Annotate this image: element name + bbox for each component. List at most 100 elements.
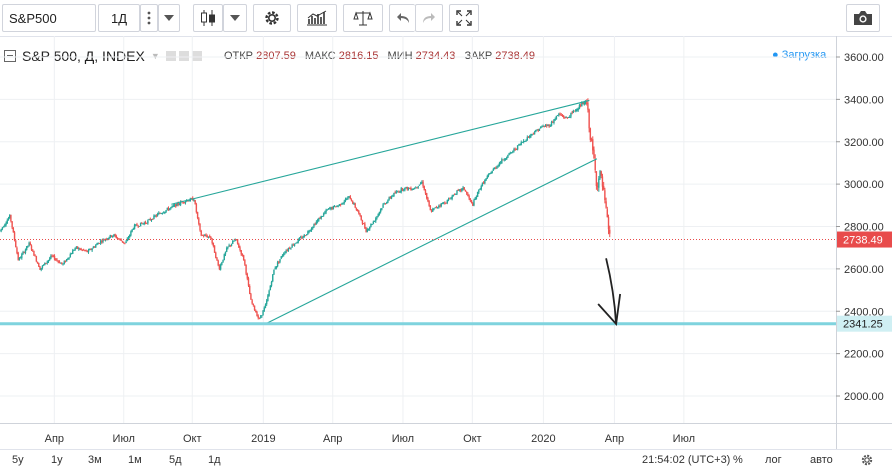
candle-body bbox=[586, 102, 588, 104]
candle-body bbox=[569, 116, 571, 118]
range-5d[interactable]: 5д bbox=[169, 454, 182, 466]
candle-body bbox=[122, 241, 125, 243]
candle-body bbox=[541, 126, 543, 128]
candle-body bbox=[507, 154, 509, 158]
candle-body bbox=[479, 188, 481, 190]
candle-body bbox=[598, 178, 600, 188]
candle-body bbox=[40, 267, 42, 270]
candle-body bbox=[58, 261, 61, 264]
clock[interactable]: 21:54:02 (UTC+3) bbox=[642, 454, 731, 466]
candle-body bbox=[395, 191, 398, 194]
candle-body bbox=[564, 117, 566, 119]
loading-status: ● Загрузка bbox=[772, 49, 827, 61]
candle-body bbox=[8, 214, 11, 219]
interval-button[interactable]: 1Д bbox=[98, 4, 140, 32]
candle-body bbox=[565, 117, 567, 119]
candle-body bbox=[321, 216, 324, 217]
candle-body bbox=[114, 234, 116, 237]
candle-body bbox=[200, 230, 202, 236]
snapshot-button[interactable] bbox=[846, 4, 880, 32]
hand-drawn-arrow bbox=[605, 258, 618, 325]
price-chart[interactable]: 2000.00 2200.00 2400.00 2600.00 2800.00 3000.… bbox=[0, 36, 892, 449]
candle-body bbox=[503, 159, 505, 161]
settings-button[interactable] bbox=[253, 4, 291, 32]
fullscreen-button[interactable] bbox=[449, 4, 479, 32]
candle-body bbox=[154, 215, 156, 217]
percent-toggle[interactable]: % bbox=[733, 454, 743, 466]
auto-toggle[interactable]: авто bbox=[810, 454, 833, 466]
candle-body bbox=[320, 215, 322, 219]
chart-legend: S&P 500, Д, INDEX ▼ bbox=[4, 48, 202, 64]
candle-body bbox=[143, 222, 145, 224]
candle-body bbox=[439, 205, 441, 207]
gear-icon[interactable] bbox=[860, 453, 874, 467]
title-caret-icon[interactable]: ▼ bbox=[150, 51, 160, 61]
collapse-icon[interactable] bbox=[4, 50, 16, 62]
candle-body bbox=[115, 236, 118, 239]
candle-body bbox=[378, 211, 381, 215]
candle-body bbox=[235, 239, 238, 240]
candle-body bbox=[335, 206, 337, 208]
range-1d[interactable]: 1д bbox=[208, 454, 221, 466]
candle-body bbox=[23, 252, 25, 253]
candle-body bbox=[355, 207, 358, 210]
candle-body bbox=[496, 166, 498, 169]
candle-body bbox=[576, 109, 578, 111]
candle-body bbox=[596, 186, 599, 187]
candle-body bbox=[259, 316, 262, 318]
candle-body bbox=[239, 247, 241, 251]
candle-body bbox=[155, 215, 158, 217]
candle-body bbox=[595, 171, 598, 187]
candle-body bbox=[79, 248, 81, 250]
remove-small-icon[interactable] bbox=[191, 51, 202, 61]
candle-body bbox=[159, 212, 161, 214]
interval-more-icon[interactable] bbox=[140, 4, 158, 32]
candle-body bbox=[532, 133, 535, 135]
candle-body bbox=[566, 117, 569, 119]
candle-body bbox=[178, 204, 181, 206]
range-1m[interactable]: 1м bbox=[128, 454, 142, 466]
candle-body bbox=[436, 207, 439, 208]
candle-body bbox=[246, 273, 248, 279]
candle-body bbox=[375, 218, 377, 222]
candle-body bbox=[554, 119, 556, 121]
candle-body bbox=[193, 200, 195, 201]
candle-body bbox=[92, 246, 95, 249]
candle-body bbox=[467, 193, 469, 197]
candle-body bbox=[230, 243, 233, 246]
candle-body bbox=[385, 202, 388, 204]
candles-style-button[interactable] bbox=[193, 4, 223, 32]
redo-button[interactable] bbox=[415, 4, 443, 32]
compare-button[interactable] bbox=[343, 4, 383, 32]
candle-body bbox=[108, 237, 110, 239]
candle-body bbox=[469, 198, 472, 201]
log-toggle[interactable]: лог bbox=[765, 454, 782, 466]
candle-body bbox=[141, 223, 143, 224]
candle-body bbox=[473, 200, 475, 206]
undo-button[interactable] bbox=[389, 4, 415, 32]
settings-small-icon[interactable] bbox=[178, 51, 189, 61]
candle-body bbox=[427, 197, 429, 202]
candle-body bbox=[49, 258, 51, 260]
candle-body bbox=[290, 247, 292, 249]
candle-body bbox=[474, 198, 476, 200]
range-1y[interactable]: 1у bbox=[51, 454, 63, 466]
range-5y[interactable]: 5y bbox=[12, 454, 24, 466]
style-dropdown-icon[interactable] bbox=[223, 4, 247, 32]
candle-body bbox=[72, 250, 74, 254]
y-tick-label: 3400.00 bbox=[844, 94, 884, 106]
candle-body bbox=[331, 207, 333, 209]
candle-body bbox=[198, 218, 200, 224]
visibility-icon[interactable] bbox=[165, 51, 176, 61]
candle-body bbox=[462, 187, 464, 190]
candle-body bbox=[194, 200, 196, 205]
indicators-button[interactable] bbox=[297, 4, 337, 32]
candle-body bbox=[525, 139, 527, 141]
interval-dropdown-icon[interactable] bbox=[158, 4, 180, 32]
candle-body bbox=[201, 235, 204, 236]
candle-body bbox=[417, 186, 419, 188]
range-3m[interactable]: 3м bbox=[88, 454, 102, 466]
candle-body bbox=[430, 210, 433, 212]
symbol-input[interactable]: S&P500 bbox=[2, 4, 96, 32]
high-value: 2816.15 bbox=[338, 50, 379, 62]
